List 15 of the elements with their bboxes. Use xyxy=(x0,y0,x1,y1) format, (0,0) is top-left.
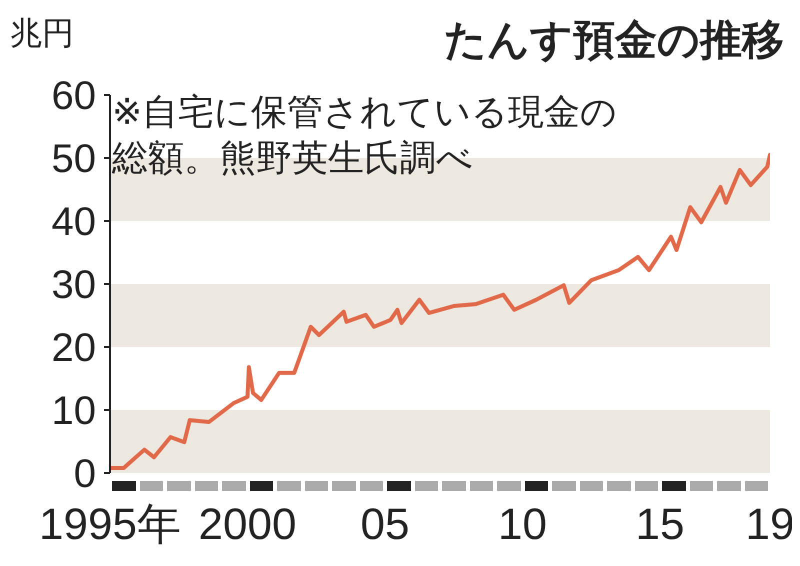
y-tick-label: 50 xyxy=(52,137,96,181)
x-tick-label: 1995年 xyxy=(39,500,181,549)
chart-title: たんす預金の推移 xyxy=(444,15,784,65)
x-tick-label: 10 xyxy=(498,500,547,549)
annotation: ※自宅に保管されている現金の総額。熊野英生氏調べ xyxy=(112,90,618,180)
y-tick-label: 0 xyxy=(74,452,96,496)
x-tick-label: 15 xyxy=(636,500,684,549)
y-tick-label: 40 xyxy=(52,200,96,244)
y-tick-label: 10 xyxy=(52,389,96,433)
y-axis-title: 兆円 xyxy=(10,14,74,53)
y-tick-label: 20 xyxy=(52,326,96,370)
x-tick-label: 2000 xyxy=(198,500,296,549)
x-tick-label: 05 xyxy=(360,500,410,549)
y-tick-label: 60 xyxy=(52,74,96,118)
y-tick-label: 30 xyxy=(52,263,96,307)
